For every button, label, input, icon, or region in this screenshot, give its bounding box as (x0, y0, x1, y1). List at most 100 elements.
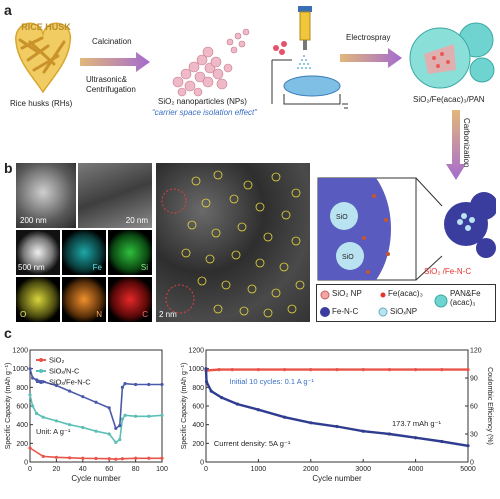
x-tick-label: 1000 (251, 466, 267, 473)
series-line (204, 368, 469, 447)
x-tick-label: 3000 (355, 466, 371, 473)
y-axis-label: Specific Capacity (mAh g⁻¹) (5, 363, 12, 450)
data-point (283, 415, 287, 419)
data-point (147, 382, 151, 387)
data-point (440, 368, 444, 372)
data-point (28, 393, 32, 397)
data-point (361, 429, 365, 433)
rice-husk-logo: RICE HUSK (21, 22, 71, 32)
y2-tick-label: 60 (470, 404, 478, 411)
map-si-label: Si (140, 263, 148, 272)
data-point (283, 368, 287, 372)
legend-sio2-np: SiO₂ NP (332, 289, 362, 298)
data-point (41, 454, 45, 458)
rice-husk-image: RICE HUSK (15, 22, 71, 94)
x-tick-label: 2000 (303, 466, 319, 473)
data-point (414, 436, 418, 440)
panel-c-letter: c (4, 325, 12, 341)
y-tick-label: 800 (192, 385, 204, 392)
x-tick-label: 0 (28, 466, 32, 473)
data-point (123, 382, 127, 386)
y-tick-label: 800 (16, 385, 28, 392)
map-c-label: C (142, 310, 148, 319)
data-point (123, 413, 127, 417)
carrier-effect-label: “carrier space isolation effect” (152, 108, 257, 117)
legend-feacac: Fe(acac)₃ (388, 289, 423, 298)
data-point (134, 382, 138, 387)
map-fe-label: Fe (92, 263, 102, 272)
rice-husk-label: Rice husks (RHs) (10, 99, 73, 108)
x-tick-label: 0 (204, 466, 208, 473)
legend-marker (39, 380, 43, 384)
data-point (118, 438, 122, 442)
electrospray-arrow (340, 48, 402, 68)
data-point (107, 457, 111, 461)
data-point (147, 456, 151, 460)
data-point (107, 406, 111, 410)
data-point (114, 440, 118, 444)
data-point (361, 368, 365, 372)
data-point (41, 415, 45, 419)
legend-label: SiOₓ/Fe-N-C (49, 378, 91, 387)
current-density-annotation: Current density: 5A g⁻¹ (214, 439, 291, 448)
data-point (387, 368, 391, 372)
data-point (120, 457, 124, 461)
scale-2nm: 2 nm (159, 310, 177, 319)
map-fe: Fe (62, 230, 106, 275)
data-point (107, 432, 111, 436)
data-point (160, 456, 164, 460)
sio-x-label-1: SiO (336, 214, 348, 221)
single-atom-markers (161, 170, 305, 318)
map-si: Si (108, 230, 152, 275)
data-point (466, 444, 470, 448)
haadf-image: 500 nm (16, 230, 60, 275)
data-point (220, 396, 224, 400)
x-tick-label: 4000 (408, 466, 424, 473)
legend-label: SiO₂ (49, 356, 65, 365)
data-point (35, 378, 39, 382)
tem-image: 20 nm (78, 163, 152, 228)
series-line (29, 394, 163, 444)
y-tick-label: 400 (192, 422, 204, 429)
scale-200nm: 200 nm (20, 216, 47, 225)
data-point (387, 432, 391, 436)
data-point (309, 421, 313, 425)
pan-spheres (409, 22, 495, 89)
electrospray-label: Electrospray (346, 33, 391, 42)
data-point (204, 367, 208, 371)
data-point (120, 417, 124, 421)
data-point (28, 446, 32, 450)
y-tick-label: 600 (192, 404, 204, 411)
data-point (335, 424, 339, 429)
y-tick-label: 200 (16, 441, 28, 448)
data-point (31, 404, 35, 408)
sio-x-label-2: SiO (342, 254, 354, 261)
data-point (209, 389, 213, 393)
y-tick-label: 400 (16, 422, 28, 429)
data-point (256, 408, 260, 412)
data-point (335, 368, 339, 372)
map-n-label: N (96, 310, 102, 319)
data-point (81, 456, 85, 460)
y-tick-label: 0 (200, 460, 204, 467)
legend-siox-np: SiOₓNP (390, 307, 418, 316)
electrospray-setup (271, 6, 348, 109)
panel-b-letter: b (4, 160, 13, 176)
x-tick-label: 20 (53, 466, 61, 473)
data-point (54, 383, 59, 388)
y2-tick-label: 0 (470, 460, 474, 467)
y2-axis-label: Coulombic Efficiency (%) (486, 367, 493, 445)
legend-swatches (320, 290, 448, 317)
data-point (94, 400, 98, 404)
map-o: O (16, 277, 60, 322)
data-point (68, 389, 72, 393)
data-point (147, 414, 151, 418)
x-axis-label: Cycle number (312, 474, 362, 483)
data-point (204, 380, 209, 384)
carbonization-arrow (446, 110, 466, 180)
scale-500nm: 500 nm (18, 263, 45, 272)
data-point (28, 367, 32, 371)
data-point (94, 429, 98, 433)
unit-annotation: Unit: A g⁻¹ (36, 427, 71, 436)
